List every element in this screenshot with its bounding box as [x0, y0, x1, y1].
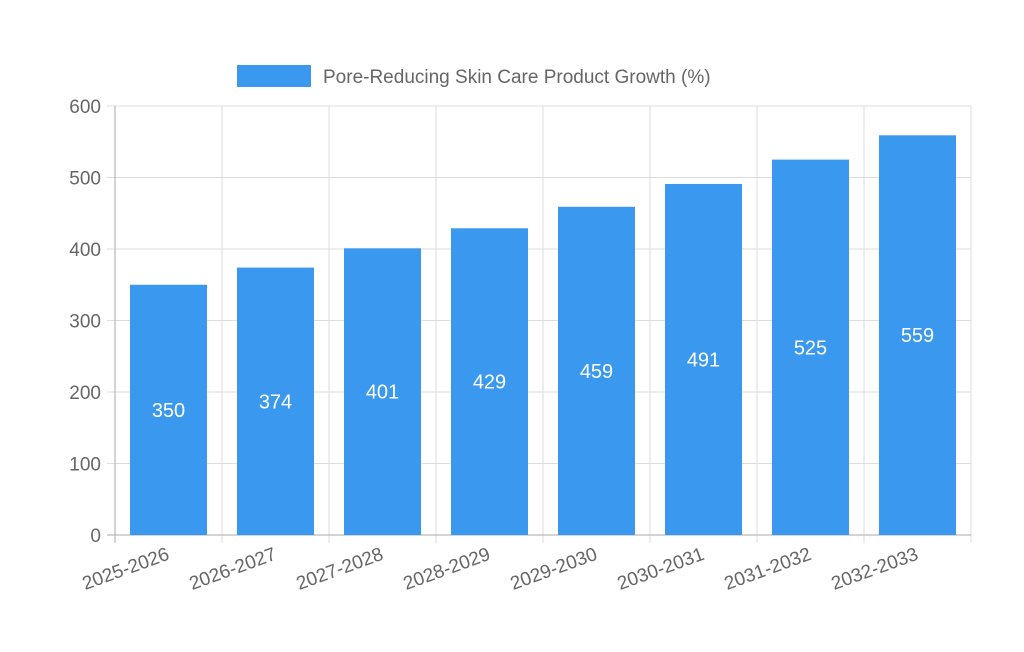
y-tick-label: 0: [90, 526, 101, 547]
x-tick-label: 2026-2027: [187, 544, 280, 595]
bar-value-label: 525: [794, 337, 827, 359]
x-tick-label: 2030-2031: [615, 544, 708, 595]
y-tick-label: 500: [69, 169, 101, 190]
bar-value-label: 559: [901, 325, 934, 347]
x-tick-label: 2031-2032: [722, 544, 815, 595]
bar-value-label: 429: [473, 372, 506, 394]
x-tick-label: 2029-2030: [508, 544, 601, 595]
bar-value-label: 401: [366, 382, 399, 404]
legend-swatch: [237, 65, 311, 87]
x-tick-label: 2032-2033: [829, 544, 922, 595]
y-tick-label: 400: [69, 240, 101, 261]
bar-value-label: 374: [259, 391, 292, 413]
y-tick-label: 200: [69, 383, 101, 404]
bar-value-label: 491: [687, 349, 720, 371]
x-tick-label: 2027-2028: [294, 544, 387, 595]
x-tick-label: 2028-2029: [401, 544, 494, 595]
bar[interactable]: [451, 228, 528, 535]
bar[interactable]: [130, 284, 207, 535]
y-tick-label: 300: [69, 312, 101, 333]
x-tick-label: 2025-2026: [80, 544, 173, 595]
bar[interactable]: [558, 206, 635, 535]
y-tick-label: 600: [69, 97, 101, 118]
x-axis-ticks: 2025-2026 2026-2027 2027-2028 2028-2029 2029…: [80, 544, 922, 595]
bar-value-label: 350: [152, 400, 185, 422]
bar[interactable]: [879, 135, 956, 535]
legend[interactable]: Pore-Reducing Skin Care Product Growth (…: [237, 65, 711, 88]
bar[interactable]: [665, 183, 742, 535]
bar[interactable]: [237, 267, 314, 535]
bar[interactable]: [772, 159, 849, 535]
y-axis-ticks: 0 100 200 300 400 500 600: [69, 97, 101, 547]
bar[interactable]: [344, 248, 421, 535]
bars: [130, 135, 956, 535]
data-labels: 350 374 401 429 459 491 525 559: [152, 325, 934, 422]
legend-label: Pore-Reducing Skin Care Product Growth (…: [323, 67, 711, 88]
bar-value-label: 459: [580, 361, 613, 383]
y-tick-label: 100: [69, 455, 101, 476]
